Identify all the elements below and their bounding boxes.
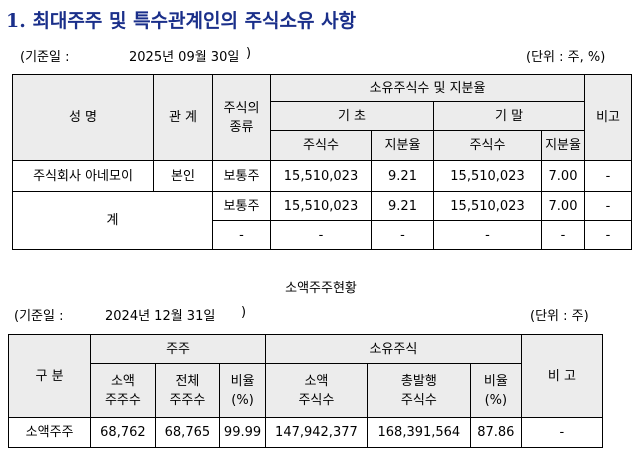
- header-issued-shares-line2: 주식수: [400, 392, 437, 408]
- header-stock-type-line2: 종류: [229, 119, 254, 135]
- header-ratio-shares-line1: 비율: [483, 373, 508, 389]
- header-begin: 기 초: [270, 101, 434, 131]
- header-minority-shares-line1: 소액: [304, 373, 329, 389]
- header-issued-shares-line1: 총발행: [400, 373, 437, 389]
- header-ratio-holders-line1: 비율: [230, 373, 255, 389]
- total-end-ratio: -: [540, 220, 586, 250]
- major-shareholder-table: 성 명 관 계 주식의 종류 소유주식수 및 지분율 비고 기 초 기 말 주식…: [12, 74, 633, 250]
- total-begin-ratio: 9.21: [371, 191, 434, 221]
- header-shareholders: 주주: [90, 334, 266, 364]
- minority-subtitle: 소액주주현황: [285, 281, 357, 296]
- header-ratio-holders: 비율 (%): [219, 363, 266, 418]
- total-end-shares: 15,510,023: [433, 191, 542, 221]
- header-ratio-shares-line2: (%): [484, 392, 508, 408]
- header-stock-type-line1: 주식의: [223, 100, 260, 116]
- row-minority-shares: 147,942,377: [264, 417, 368, 448]
- base-date-close: ): [246, 46, 252, 61]
- total-note: -: [584, 191, 633, 221]
- row-end-ratio: 7.00: [540, 160, 586, 192]
- base-date-value: 2025년 09월 30일: [129, 50, 240, 65]
- total-type: 보통주: [212, 191, 271, 221]
- row-name: 주식회사 아네모이: [12, 160, 154, 192]
- header-issued-shares: 총발행 주식수: [366, 363, 471, 418]
- row-type: 보통주: [212, 160, 271, 192]
- header-total-holders-line2: 주주수: [169, 392, 206, 408]
- total-row: - - - - - -: [13, 220, 633, 250]
- total-row: 계 보통주 15,510,023 9.21 15,510,023 7.00 -: [12, 191, 633, 250]
- row-begin-shares: 15,510,023: [270, 160, 372, 192]
- header-category: 구 분: [7, 334, 92, 418]
- header-name: 성 명: [12, 74, 154, 161]
- header-minority-holders: 소액 주주수: [90, 363, 156, 418]
- total-begin-ratio: -: [371, 220, 434, 250]
- row-relation: 본인: [153, 160, 213, 192]
- total-label: 계: [12, 191, 213, 250]
- header-ratio-holders-line2: (%): [231, 392, 254, 408]
- header-begin-ratio: 지분율: [371, 130, 434, 161]
- row-total-holders: 68,765: [154, 417, 221, 448]
- row-end-shares: 15,510,023: [433, 160, 542, 192]
- row-minority-holders: 68,762: [90, 417, 156, 448]
- row-ratio-holders: 99.99: [219, 417, 266, 448]
- header-minority-holders-line1: 소액: [110, 373, 135, 389]
- row-category: 소액주주: [7, 417, 92, 448]
- header-note: 비고: [584, 74, 633, 161]
- header-ratio-shares: 비율 (%): [469, 363, 522, 418]
- header-total-holders-line1: 전체: [175, 373, 200, 389]
- row-issued-shares: 168,391,564: [366, 417, 471, 448]
- total-end-shares: -: [433, 220, 542, 250]
- header-end-shares: 주식수: [433, 130, 542, 161]
- base-date-value-2: 2024년 12월 31일: [105, 309, 216, 324]
- base-date-label-2: (기준일 :: [14, 309, 64, 324]
- header-minority-holders-line2: 주주수: [104, 392, 141, 408]
- unit-label: (단위 : 주, %): [526, 50, 606, 65]
- header-minority-shares: 소액 주식수: [264, 363, 368, 418]
- header-stock-type: 주식의 종류: [212, 74, 271, 161]
- header-owned-shares: 소유주식: [264, 334, 522, 364]
- header-note-2: 비 고: [520, 334, 604, 418]
- row-note-2: -: [520, 417, 604, 448]
- header-end-ratio: 지분율: [540, 130, 586, 161]
- header-end: 기 말: [432, 101, 586, 131]
- row-ratio-shares: 87.86: [469, 417, 522, 448]
- total-note: -: [584, 220, 633, 250]
- minority-shareholder-table: 구 분 주주 소유주식 비 고 소액 주주수 전체 주주수 비율 (%) 소액 …: [7, 334, 604, 448]
- header-total-holders: 전체 주주수: [154, 363, 221, 418]
- base-date-close-2: ): [241, 305, 247, 320]
- total-type: -: [212, 220, 271, 250]
- base-date-label: (기준일 :: [20, 50, 70, 65]
- table-row: 소액주주 68,762 68,765 99.99 147,942,377 168…: [7, 417, 604, 448]
- total-end-ratio: 7.00: [540, 191, 586, 221]
- total-begin-shares: 15,510,023: [270, 191, 372, 221]
- row-begin-ratio: 9.21: [371, 160, 434, 192]
- section-title: 1. 최대주주 및 특수관계인의 주식소유 사항: [6, 10, 357, 32]
- unit-label-2: (단위 : 주): [530, 309, 589, 324]
- header-minority-shares-line2: 주식수: [298, 392, 335, 408]
- row-note: -: [584, 160, 633, 192]
- table-row: 주식회사 아네모이 본인 보통주 15,510,023 9.21 15,510,…: [12, 160, 633, 192]
- total-begin-shares: -: [270, 220, 372, 250]
- header-begin-shares: 주식수: [270, 130, 372, 161]
- header-holdings: 소유주식수 및 지분율: [269, 74, 586, 102]
- header-relation: 관 계: [153, 74, 213, 161]
